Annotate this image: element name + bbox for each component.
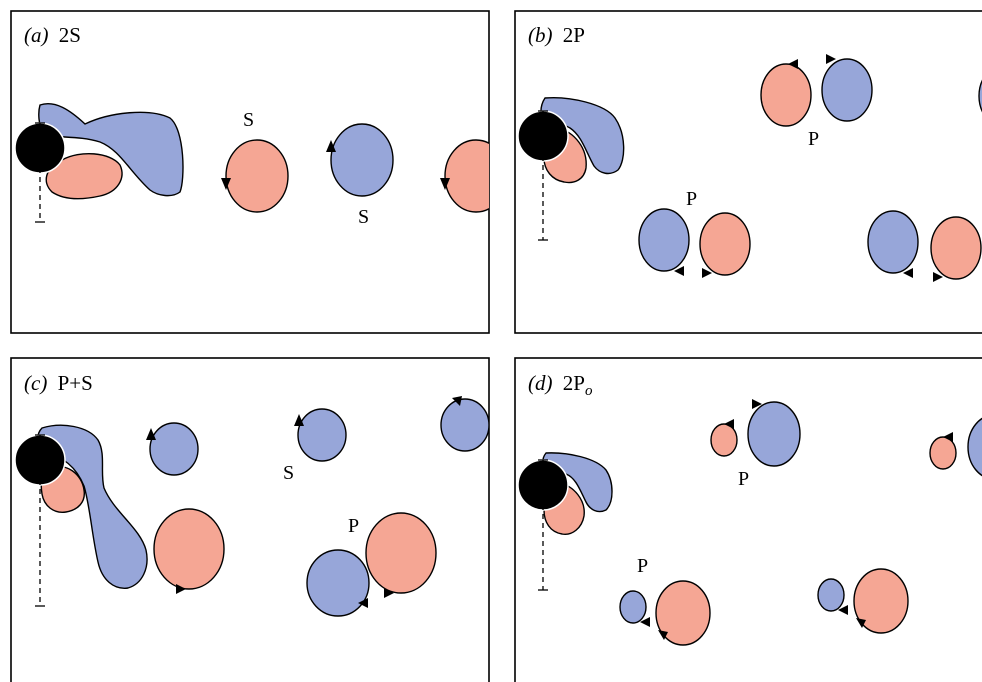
panel-a-vortex-blue-1 — [330, 123, 394, 197]
panel-b-vortex-blue-upper — [821, 58, 873, 122]
panel-d-arrow-blue-upper — [752, 399, 762, 409]
panel-c-letter: (c) — [24, 371, 47, 395]
panel-d-vortex-red-lower — [655, 580, 711, 646]
panel-d-vortex-blue-lower-small — [619, 590, 647, 624]
panel-d-mode: 2P — [563, 371, 585, 395]
panel-c-vortex-blue-p — [306, 549, 370, 617]
panel-d-label-p-upper: P — [738, 468, 749, 490]
panel-a-vortex-red-2 — [444, 139, 489, 213]
panel-c-frame — [10, 357, 490, 682]
panel-a: (a) 2S S S — [10, 10, 490, 334]
panel-b-frame — [514, 10, 982, 334]
panel-c-arrow-red-large — [176, 584, 186, 594]
panel-b: (b) 2P P P — [514, 10, 982, 334]
panel-b-arrow-red-far — [933, 272, 943, 282]
panel-b-arrow-red-upper — [788, 59, 798, 69]
panel-a-cylinder — [14, 122, 66, 174]
panel-b-vortex-blue-lower — [638, 208, 690, 272]
panel-c-arrow-blue-s — [294, 414, 304, 426]
panel-b-vortex-edge — [978, 79, 982, 113]
panel-c-title: (c) P+S — [24, 371, 93, 395]
panel-a-label-s-1: S — [243, 109, 254, 131]
panel-b-vortex-red-lower — [699, 212, 751, 276]
panel-d-vortex-red-edge-small — [929, 436, 957, 470]
panel-c-arrow-blue-edge — [452, 396, 462, 406]
panel-d-vortex-blue-upper — [747, 401, 801, 467]
panel-b-arrow-blue-lower — [674, 266, 684, 276]
panel-b-arrow-blue-upper — [826, 54, 836, 64]
panel-b-vortex-red-far — [930, 216, 982, 280]
panel-d-arrow-blue-lower-small — [640, 617, 650, 627]
panel-c-vortex-blue-edge — [440, 398, 489, 452]
panel-b-vortex-blue-far — [867, 210, 919, 274]
panel-c-label-p: P — [348, 515, 359, 537]
panel-c-vortex-blue-small — [149, 422, 199, 476]
panel-b-vortex-red-upper — [760, 63, 812, 127]
panel-c-arrow-blue-p — [358, 598, 368, 608]
panel-c-arrow-blue-small — [146, 428, 156, 440]
panel-d-arrow-red-edge-small — [943, 432, 953, 442]
panel-d-arrow-red-upper-small — [724, 419, 734, 429]
panel-b-cylinder — [517, 110, 569, 162]
panel-d-mode-subscript: o — [585, 383, 593, 399]
panel-c-vortex-red-p — [365, 512, 437, 594]
panel-a-letter: (a) — [24, 23, 49, 47]
panel-b-label-p-lower: P — [686, 188, 697, 210]
panel-b-letter: (b) — [528, 23, 553, 47]
panel-c: (c) P+S S P — [10, 357, 490, 682]
panel-a-mode: 2S — [59, 23, 81, 47]
panel-c-mode: P+S — [58, 371, 93, 395]
panel-d-arrow-red-far — [856, 618, 866, 628]
panel-d-arrow-blue-far-small — [838, 605, 848, 615]
panel-b-mode: 2P — [563, 23, 585, 47]
panel-d: (d) 2Po — [514, 357, 982, 682]
panel-a-label-s-2: S — [358, 206, 369, 228]
panel-a-lower-shear-layer — [45, 152, 123, 200]
panel-b-arrow-blue-far — [903, 268, 913, 278]
panel-d-label-p-lower: P — [637, 555, 648, 577]
panel-a-vortex-red-1 — [225, 139, 289, 213]
panel-c-cylinder — [14, 434, 66, 486]
panel-d-vortex-red-far — [853, 568, 909, 634]
panel-d-arrow-red-lower — [658, 630, 668, 640]
panel-c-vortex-red-large — [153, 508, 225, 590]
panel-d-letter: (d) — [528, 371, 553, 395]
panel-d-vortex-blue-far-small — [817, 578, 845, 612]
panel-d-vortex-blue-edge — [967, 417, 982, 477]
panel-c-arrow-red-p — [384, 588, 394, 598]
panel-b-arrow-red-lower — [702, 268, 712, 278]
panel-a-arrow-red-2 — [440, 178, 450, 190]
panel-c-vortex-blue-s — [297, 408, 347, 462]
panel-b-title: (b) 2P — [528, 23, 585, 47]
panel-d-cylinder — [517, 459, 569, 511]
panel-a-arrow-red-1 — [221, 178, 231, 190]
panel-a-arrow-blue-1 — [326, 140, 336, 152]
panel-a-title: (a) 2S — [24, 23, 81, 47]
panel-d-title: (d) 2Po — [528, 371, 593, 399]
panel-c-label-s: S — [283, 462, 294, 484]
panel-d-vortex-red-upper-small — [710, 423, 738, 457]
panel-d-frame — [514, 357, 982, 682]
panel-b-label-p-upper: P — [808, 128, 819, 150]
